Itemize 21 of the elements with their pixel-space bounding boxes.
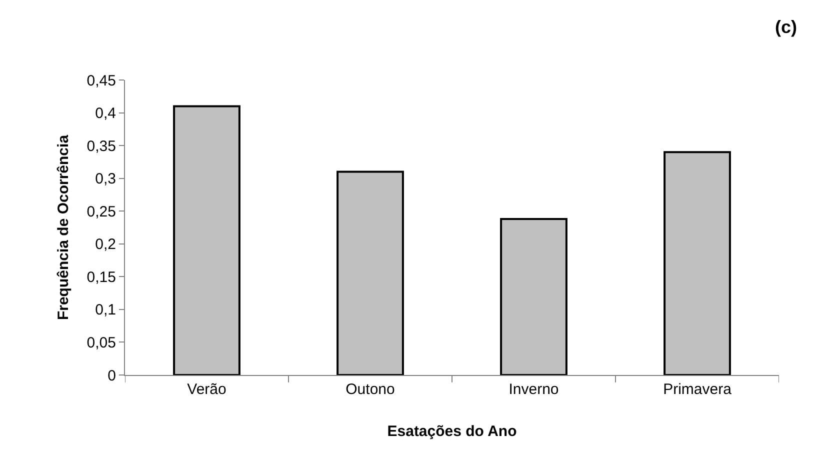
text: (c) — [775, 17, 798, 37]
y-tick-label: 0 — [108, 367, 116, 384]
bar — [500, 218, 568, 375]
y-axis-title: Frequência de Ocorrência — [55, 134, 72, 320]
x-tick-label: Inverno — [508, 381, 559, 398]
y-tick-label: 0,25 — [86, 203, 116, 220]
y-tick-label: 0,3 — [95, 170, 116, 188]
y-tick-label: 0,2 — [95, 236, 116, 254]
x-tick-label: Outono — [346, 381, 395, 398]
y-tick-label: 0,1 — [95, 302, 116, 319]
bar — [336, 170, 404, 375]
x-tick-label: Verão — [187, 381, 226, 398]
y-tick-label: 0,15 — [86, 268, 116, 286]
x-axis-title: Esatações do Ano — [387, 423, 517, 440]
y-tick-label: 0,45 — [86, 72, 116, 90]
y-tick-label: 0,35 — [86, 138, 116, 155]
bar — [173, 105, 240, 375]
bar — [664, 151, 731, 375]
y-tick-label: 0,05 — [86, 334, 116, 352]
y-tick-label: 0,4 — [95, 105, 116, 122]
x-tick-label: Primavera — [663, 381, 732, 398]
